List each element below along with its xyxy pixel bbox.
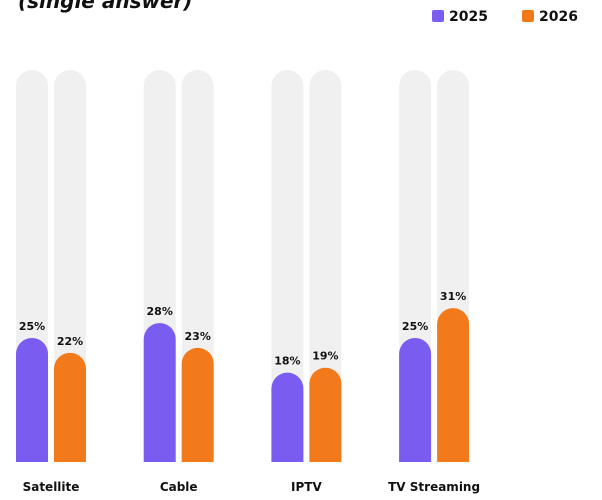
bar [271,372,304,462]
bar [143,323,176,462]
legend-swatch [522,10,534,22]
bar [54,352,86,462]
x-tick-label: Satellite [23,480,80,494]
bar-track [271,70,304,462]
value-label: 19% [312,350,338,363]
bar-track [309,70,342,462]
value-label: 18% [274,355,300,368]
value-label: 25% [19,320,45,333]
x-tick-label: Cable [160,480,198,494]
value-label: 22% [57,335,83,348]
legend-swatch [432,10,444,22]
bar [437,308,470,462]
x-tick-label: TV Streaming [388,480,480,494]
legend-label: 2026 [539,9,578,25]
value-label: 25% [402,320,428,333]
value-label: 23% [185,330,211,343]
value-label: 31% [440,290,466,303]
chart-title: (single answer) [18,0,193,13]
legend-label: 2025 [449,9,488,25]
value-label: 28% [147,305,173,318]
bar [309,367,342,462]
x-tick-label: IPTV [291,480,322,494]
bar [399,337,432,462]
bar [181,347,214,462]
bar [16,337,48,462]
